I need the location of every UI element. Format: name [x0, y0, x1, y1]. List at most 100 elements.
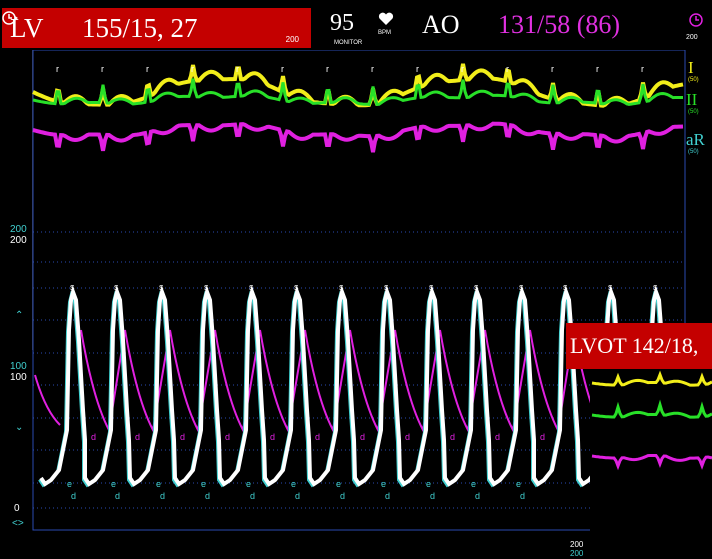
- r-wave-marker: r: [596, 64, 599, 74]
- r-wave-marker: r: [56, 64, 59, 74]
- diastole-marker: d: [180, 432, 185, 442]
- lead-ar-gain: (50): [688, 149, 699, 155]
- lvot-inset-panel: [590, 369, 712, 559]
- lead-ar-name: aR: [686, 130, 705, 149]
- r-wave-marker: r: [641, 64, 644, 74]
- lv-d-marker: d: [475, 491, 480, 501]
- scale-200-b: 200: [10, 235, 27, 246]
- ao-clock-icon[interactable]: [688, 12, 704, 28]
- heart-rate-value: 95: [330, 10, 354, 36]
- lv-scale-value: 200: [285, 35, 299, 44]
- lead-ii-gain: (50): [688, 109, 699, 115]
- diastole-marker: d: [91, 432, 96, 442]
- lv-label: LV: [10, 12, 44, 43]
- systole-marker: s: [159, 282, 164, 292]
- lv-d-marker: d: [340, 491, 345, 501]
- scale-100-a: 100: [10, 361, 27, 372]
- ecg-lead-i-trace: [32, 63, 684, 108]
- inset-ecg-lead-i: [591, 370, 712, 387]
- r-wave-marker: r: [416, 64, 419, 74]
- end-diastole-marker: e: [471, 479, 476, 489]
- lead-i-gain: (50): [688, 77, 699, 83]
- bottom-scale-200-a: 200: [570, 540, 584, 549]
- lv-d-marker: d: [115, 491, 120, 501]
- lead-ii-label: II: [686, 90, 697, 110]
- bottom-scale-200-b: 200: [570, 549, 584, 558]
- systole-marker: s: [249, 282, 254, 292]
- main-panel-frame: [32, 49, 686, 531]
- systole-marker: s: [474, 282, 479, 292]
- end-diastole-marker: e: [336, 479, 341, 489]
- systole-marker: s: [70, 282, 75, 292]
- diastole-marker: d: [405, 432, 410, 442]
- r-wave-marker: r: [461, 64, 464, 74]
- lv-d-marker: d: [71, 491, 76, 501]
- diastole-marker: d: [225, 432, 230, 442]
- scale-0: 0: [14, 503, 20, 514]
- ecg-lead-ii-trace: [32, 78, 683, 106]
- ao-scale-value: 200: [686, 34, 698, 41]
- ao-pressure-value: 131/58 (86): [498, 10, 621, 39]
- diastole-marker: d: [315, 432, 320, 442]
- lv-d-marker: d: [250, 491, 255, 501]
- r-wave-marker: r: [146, 64, 149, 74]
- lv-pressure-trace: [39, 285, 670, 487]
- lvot-pressure-value: LVOT 142/18,: [570, 333, 699, 358]
- end-diastole-marker: e: [246, 479, 251, 489]
- scale-200-a: 200: [10, 224, 27, 235]
- diastole-marker: d: [360, 432, 365, 442]
- r-wave-marker: r: [236, 64, 239, 74]
- lvot-pressure-box[interactable]: LVOT 142/18,: [566, 323, 712, 369]
- diastole-marker: d: [540, 432, 545, 442]
- inset-ecg-lead-ii: [591, 399, 712, 419]
- horizontal-scroll-icon[interactable]: <>: [12, 518, 24, 529]
- systole-marker: s: [204, 282, 209, 292]
- end-diastole-marker: e: [381, 479, 386, 489]
- end-diastole-marker: e: [111, 479, 116, 489]
- scale-100-b: 100: [10, 372, 27, 383]
- r-wave-marker: r: [281, 64, 284, 74]
- diastole-marker: d: [270, 432, 275, 442]
- lv-d-marker: d: [385, 491, 390, 501]
- systole-marker: s: [384, 282, 389, 292]
- diastole-marker: d: [450, 432, 455, 442]
- systole-marker: s: [608, 282, 613, 292]
- lv-d-marker: d: [430, 491, 435, 501]
- lead-i-label: I: [688, 58, 694, 78]
- scale-up-icon[interactable]: ⌃: [15, 310, 24, 321]
- systole-marker: s: [653, 282, 658, 292]
- lv-d-marker: d: [520, 491, 525, 501]
- diastole-marker: d: [135, 432, 140, 442]
- ao-label: AO: [422, 10, 460, 39]
- systole-marker: s: [294, 282, 299, 292]
- systole-marker: s: [429, 282, 434, 292]
- r-wave-marker: r: [101, 64, 104, 74]
- end-diastole-marker: e: [426, 479, 431, 489]
- diastole-marker: d: [495, 432, 500, 442]
- r-wave-marker: r: [326, 64, 329, 74]
- lead-ar-label: aR: [686, 130, 705, 150]
- lv-pressure-box[interactable]: LV 155/15, 27 200: [2, 8, 311, 48]
- clock-icon[interactable]: [2, 10, 18, 26]
- bpm-unit: BPM: [378, 30, 392, 36]
- r-wave-marker: r: [551, 64, 554, 74]
- end-diastole-marker: e: [291, 479, 296, 489]
- lead-ii-name: II: [686, 90, 698, 109]
- end-diastole-marker: e: [201, 479, 206, 489]
- systole-marker: s: [114, 282, 119, 292]
- scale-down-icon[interactable]: ⌄: [15, 422, 24, 433]
- r-wave-marker: r: [506, 64, 509, 74]
- heart-icon: [378, 12, 394, 25]
- header-bar: LV 155/15, 27 200 95 MONITOR BPM AO 131/…: [0, 0, 712, 50]
- heart-rate-source: MONITOR: [334, 40, 363, 46]
- lv-d-marker: d: [295, 491, 300, 501]
- systole-marker: s: [339, 282, 344, 292]
- r-wave-marker: r: [191, 64, 194, 74]
- end-diastole-marker: e: [516, 479, 521, 489]
- lv-d-marker: d: [205, 491, 210, 501]
- lv-pressure-value: 155/15, 27: [82, 12, 198, 43]
- ecg-lead-ar-trace: [32, 121, 684, 153]
- lead-i-name: I: [688, 58, 694, 77]
- inset-ecg-lead-ar: [591, 454, 712, 471]
